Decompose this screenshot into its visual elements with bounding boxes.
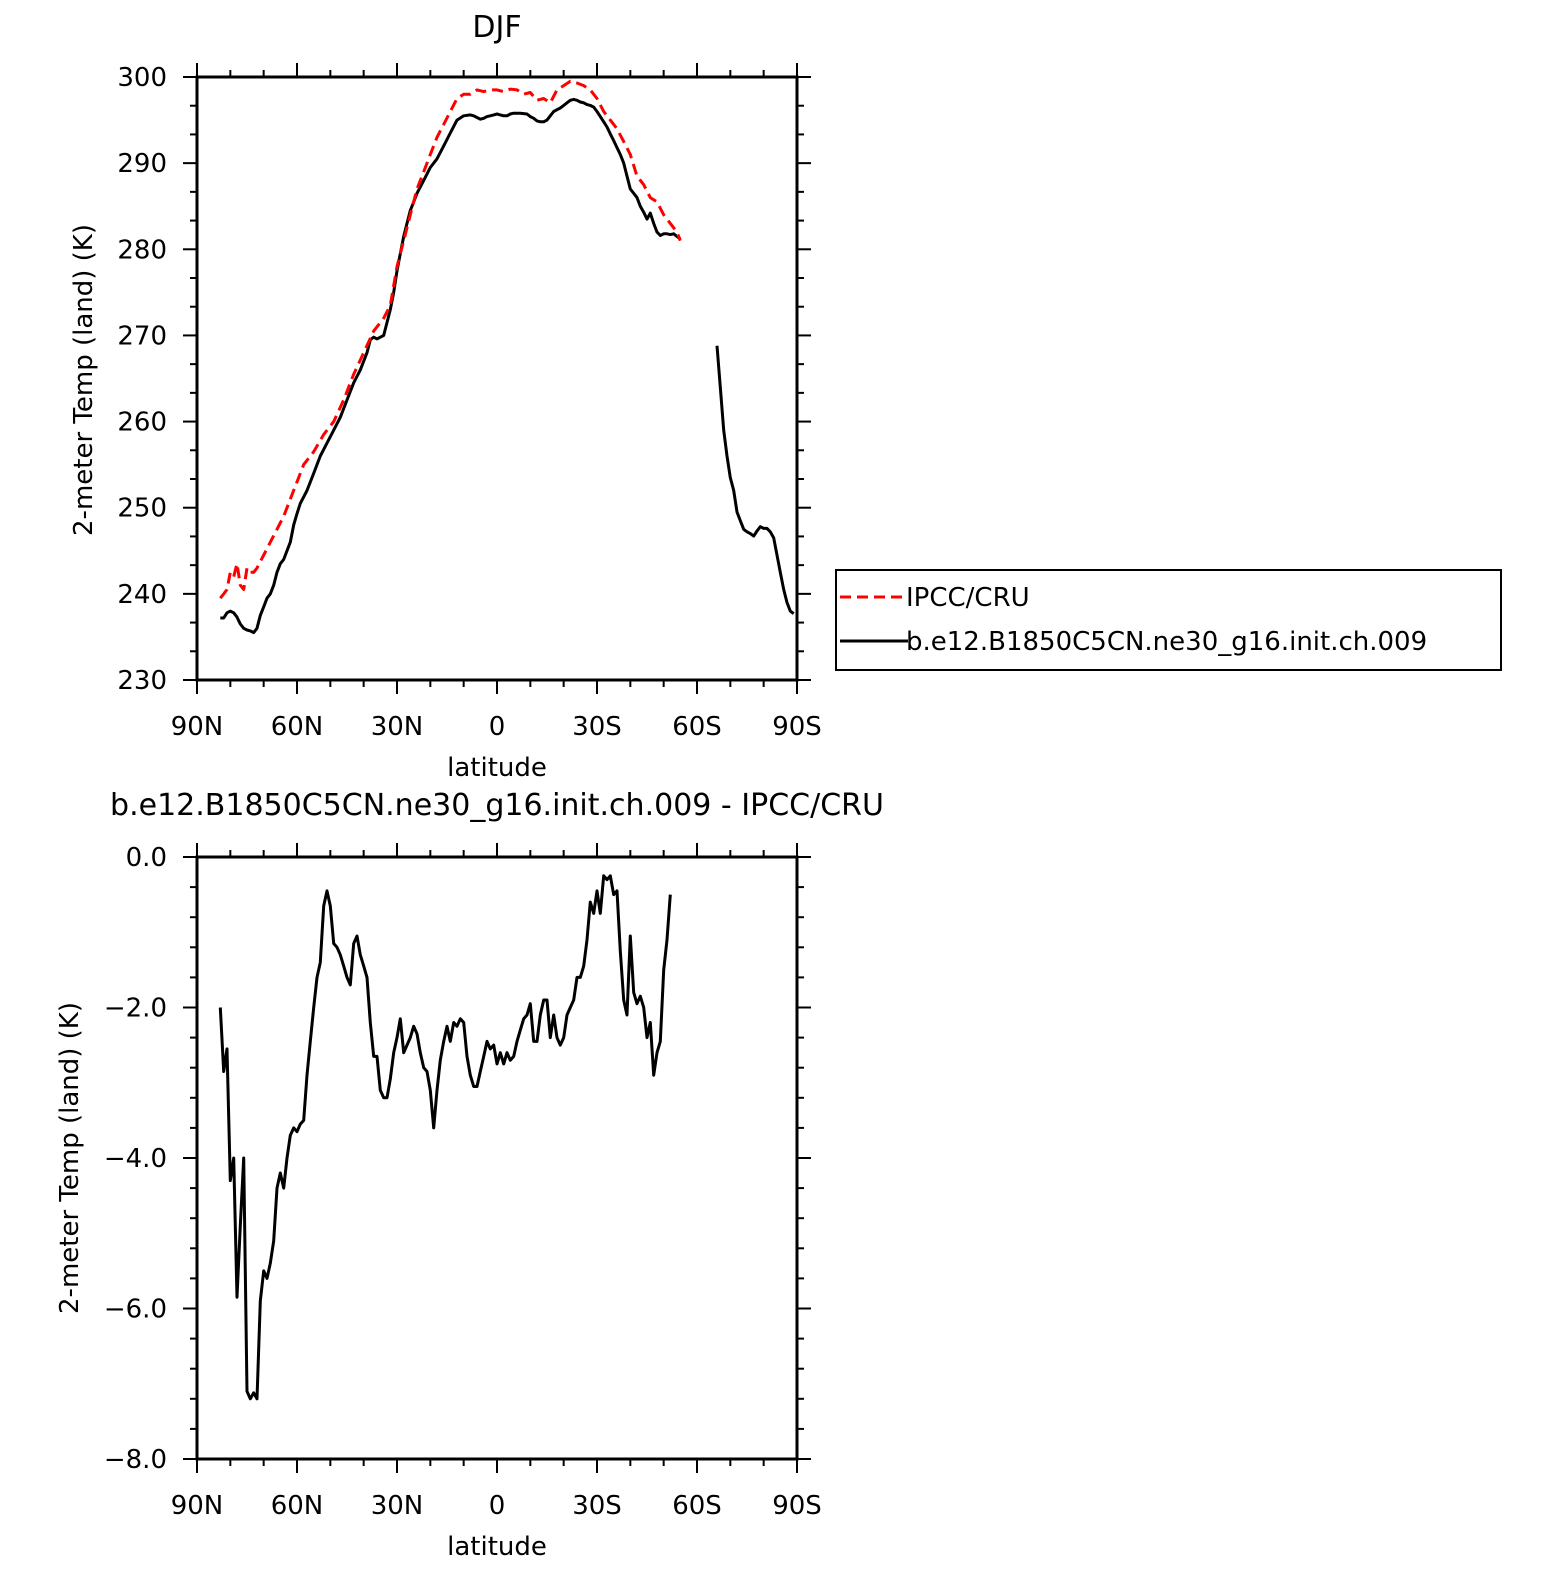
legend-box [835,569,1502,671]
x-tick-label: 30N [371,1491,424,1521]
bottom-y-axis-title: 2-meter Temp (land) (K) [55,1002,85,1314]
series-line-top-1-1 [715,345,795,615]
x-tick-label: 0 [489,1491,506,1521]
x-tick-label: 60N [271,712,324,742]
x-tick-label: 30N [371,712,424,742]
y-tick-label: 230 [117,666,167,696]
top-axis-ticks: 90N 60N 30N 0 30S 60S 90S 230 240 250 260 270 280 290… [117,63,822,742]
x-tick-label: 60S [672,1491,722,1521]
top-x-axis-title: latitude [447,753,547,783]
legend-label-model: b.e12.B1850C5CN.ne30_g16.init.ch.009 [906,627,1427,657]
x-tick-label: 30S [572,1491,622,1521]
x-tick-label: 90N [171,712,224,742]
bottom-x-axis-title: latitude [447,1532,547,1562]
y-tick-label: −4.0 [104,1144,167,1174]
top-series-lines [219,79,795,635]
bottom-panel: b.e12.B1850C5CN.ne30_g16.init.ch.009 - I… [55,788,884,1562]
series-line-top-0-0 [219,79,682,600]
legend: IPCC/CRU b.e12.B1850C5CN.ne30_g16.init.c… [835,569,1502,671]
x-tick-label: 60N [271,1491,324,1521]
top-panel: DJF 2-meter Temp (land) (K) latitude 90N… [69,10,822,783]
x-tick-label: 30S [572,712,622,742]
y-tick-label: 290 [117,149,167,179]
y-tick-label: 280 [117,235,167,265]
legend-label-ipcc-cru: IPCC/CRU [906,583,1030,613]
x-tick-label: 90S [772,712,822,742]
top-chart-title: DJF [472,10,521,45]
top-plot-frame [195,75,799,682]
y-tick-label: −6.0 [104,1295,167,1325]
bottom-series-lines [218,874,672,1401]
series-line-top-1-0 [220,97,682,635]
y-tick-label: 250 [117,494,167,524]
y-tick-label: −8.0 [104,1445,167,1475]
x-tick-label: 0 [489,712,506,742]
y-tick-label: 240 [117,580,167,610]
series-line-bottom-0-0 [218,874,672,1401]
x-tick-label: 90S [772,1491,822,1521]
y-tick-label: −2.0 [104,994,167,1024]
bottom-plot-frame [195,855,799,1461]
y-tick-label: 260 [117,408,167,438]
x-tick-label: 60S [672,712,722,742]
y-tick-label: 300 [117,63,167,93]
top-y-axis-title: 2-meter Temp (land) (K) [69,224,99,536]
bottom-axis-ticks: 90N 60N 30N 0 30S 60S 90S 0.0 −2.0 −4.0 −6.0 −8.0 [104,843,822,1521]
y-tick-label: 270 [117,321,167,351]
y-tick-label: 0.0 [126,843,167,873]
x-tick-label: 90N [171,1491,224,1521]
bottom-chart-title: b.e12.B1850C5CN.ne30_g16.init.ch.009 - I… [110,788,884,823]
